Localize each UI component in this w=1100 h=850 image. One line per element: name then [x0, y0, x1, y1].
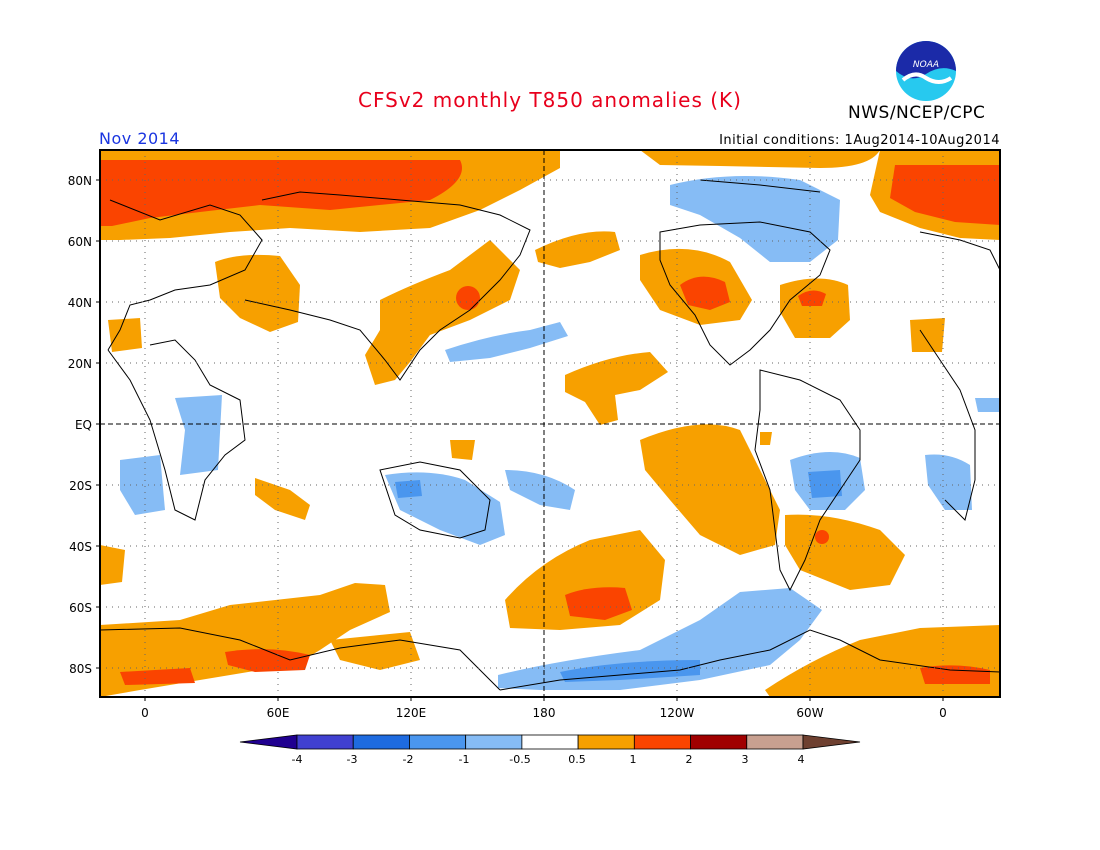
- colorbar-label: -0.5: [509, 753, 530, 766]
- warm-region-south-america-northern: [760, 432, 772, 445]
- lon-label-0-west: 0: [141, 706, 149, 720]
- colorbar-label: 1: [630, 753, 637, 766]
- colorbar-cell: [577, 734, 635, 750]
- month-label: Nov 2014: [99, 129, 181, 148]
- reference-lines: [100, 150, 1000, 697]
- warm-region-south-pacific-east: [640, 424, 780, 555]
- colorbar-label: -1: [459, 753, 470, 766]
- lat-label-60s: 60S: [69, 601, 92, 615]
- warm-region-south-africa: [255, 478, 310, 520]
- hot-region-arctic-eurasia: [100, 160, 462, 226]
- lat-label-20s: 20S: [69, 479, 92, 493]
- tick-marks: [96, 179, 944, 701]
- lat-label-40s: 40S: [69, 540, 92, 554]
- warm-region-south-atlantic-west: [100, 545, 125, 585]
- cold-region-west-coast: [975, 398, 1000, 412]
- hot-region-south-pacific: [565, 587, 632, 620]
- hot-region-southern-ocean-1: [120, 668, 195, 685]
- colorbar-cell: [409, 734, 467, 750]
- hot-region-atlantic: [798, 290, 826, 306]
- lat-label-eq: EQ: [75, 418, 92, 432]
- hot-region-arctic-greenland: [890, 165, 1000, 225]
- colorbar-label: -4: [292, 753, 303, 766]
- colorbar-label: 3: [742, 753, 749, 766]
- colorbar-cells: [239, 734, 861, 750]
- hot-region-southern-ocean-east: [920, 665, 990, 684]
- noaa-logo-icon: NOAA: [895, 40, 957, 102]
- lat-label-40n: 40N: [68, 296, 92, 310]
- lon-label-60w: 60W: [796, 706, 823, 720]
- hot-spot-japan: [456, 286, 480, 310]
- deep-cold-region-brazil: [808, 470, 842, 498]
- lat-label-60n: 60N: [68, 235, 92, 249]
- cold-region-madagascar: [175, 395, 222, 475]
- lat-label-20n: 20N: [68, 357, 92, 371]
- gridlines: [100, 150, 1000, 697]
- warm-region-bering: [640, 150, 880, 168]
- warm-region-tropical-pacific: [565, 352, 668, 425]
- lon-label-120e: 120E: [396, 706, 427, 720]
- cold-region-north-pacific: [445, 322, 568, 362]
- warm-region-east-asia: [365, 240, 520, 385]
- logo-text: NOAA: [913, 60, 939, 70]
- colorbar-labels: -4 -3 -2 -1 -0.5 0.5 1 2 3 4: [292, 753, 805, 766]
- cold-region-canada: [670, 176, 840, 262]
- cold-region-new-zealand: [505, 470, 575, 510]
- colorbar-label: 2: [686, 753, 693, 766]
- hot-region-southern-ocean-2: [225, 649, 310, 672]
- lat-label-80n: 80N: [68, 174, 92, 188]
- colorbar-cell: [465, 734, 523, 750]
- hot-region-north-america: [680, 276, 730, 310]
- colorbar-label: 4: [798, 753, 805, 766]
- deep-cold-region-antarctic: [560, 660, 700, 682]
- colorbar-end-low: [239, 734, 298, 750]
- colorbar-cell: [633, 734, 691, 750]
- org-label: NWS/NCEP/CPC: [848, 103, 986, 123]
- colorbar-cell: [746, 734, 804, 750]
- cold-region-antarctic-pacific: [498, 588, 822, 690]
- cold-region-southwest-africa: [925, 454, 972, 510]
- colorbar-cell: [296, 734, 354, 750]
- lat-tick-labels: 80N 60N 40N 20N EQ 20S 40S 60S 80S: [68, 174, 92, 676]
- colorbar-label: 0.5: [568, 753, 586, 766]
- page-title: CFSv2 monthly T850 anomalies (K): [358, 88, 742, 112]
- colorbar-cell: [690, 734, 748, 750]
- coastlines: [100, 179, 1000, 691]
- lon-label-60e: 60E: [267, 706, 290, 720]
- warm-region-west-africa: [910, 318, 945, 352]
- colorbar-cell: [521, 734, 579, 750]
- lat-label-80s: 80S: [69, 662, 92, 676]
- lon-label-180: 180: [533, 706, 556, 720]
- colorbar-label: -3: [347, 753, 358, 766]
- deep-cold-region-australia: [395, 480, 422, 498]
- hot-spot-south-atlantic: [815, 530, 829, 544]
- lon-tick-labels: 0 60E 120E 180 120W 60W 0: [141, 706, 947, 720]
- lon-label-0-east: 0: [939, 706, 947, 720]
- colorbar-label: -2: [403, 753, 414, 766]
- initial-conditions-label: Initial conditions: 1Aug2014-10Aug2014: [719, 133, 1000, 148]
- colorbar-end-high: [802, 734, 861, 750]
- lon-label-120w: 120W: [660, 706, 695, 720]
- colorbar-cell: [352, 734, 410, 750]
- warm-region-western-europe: [108, 318, 142, 352]
- warm-region-antarctic-pacific-sector: [330, 632, 420, 670]
- warm-region-indonesia: [450, 440, 475, 460]
